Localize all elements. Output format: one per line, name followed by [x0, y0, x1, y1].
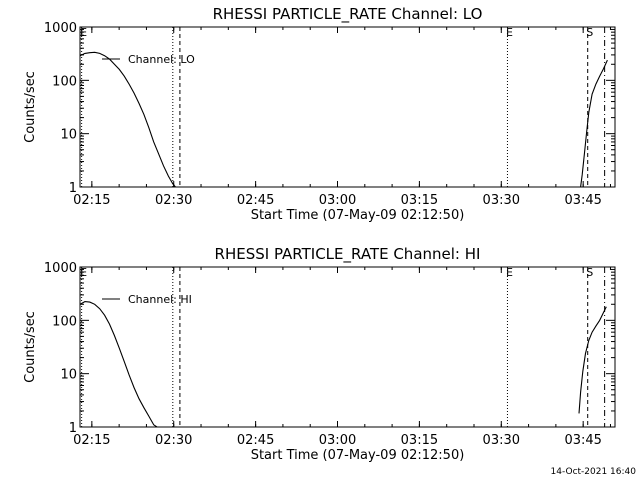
panel-hi: RHESSI PARTICLE_RATE Channel: HI 02:15 02:… [23, 245, 616, 463]
marker-label-lo: E [506, 26, 513, 39]
x-tick-label-lo: 03:30 [483, 193, 520, 208]
y-tick-label-lo: 1000 [44, 21, 77, 36]
x-axis-label-hi: Start Time (07-May-09 02:12:50) [251, 448, 465, 463]
marker-label-lo: E [80, 26, 87, 39]
marker-label-hi: E [506, 266, 513, 279]
chart-title-hi: RHESSI PARTICLE_RATE Channel: HI [215, 245, 481, 264]
legend-label-lo: Channel: LO [128, 53, 195, 66]
series-line-lo [580, 59, 608, 188]
marker-label-hi: S [586, 266, 593, 279]
y-axis-label-lo: Counts/sec [23, 71, 38, 143]
legend-label-hi: Channel: HI [128, 293, 192, 306]
y-axis-label-hi: Counts/sec [23, 311, 38, 383]
chart-title-lo: RHESSI PARTICLE_RATE Channel: LO [213, 5, 483, 24]
x-tick-label-hi: 03:45 [564, 433, 601, 448]
x-tick-label-lo: 03:45 [564, 193, 601, 208]
plot-frame-hi [79, 266, 616, 428]
x-axis-label-lo: Start Time (07-May-09 02:12:50) [251, 208, 465, 223]
series-line-lo [79, 51, 176, 188]
x-tick-label-lo: 02:15 [73, 193, 110, 208]
series-line-hi [79, 301, 158, 428]
x-tick-label-lo: 02:45 [237, 193, 274, 208]
plot-frame-lo [79, 26, 616, 188]
panel-lo: RHESSI PARTICLE_RATE Channel: LO 02:15 02:… [23, 5, 616, 223]
x-tick-label-hi: 03:00 [319, 433, 356, 448]
x-tick-label-lo: 03:15 [401, 193, 438, 208]
x-tick-label-hi: 03:30 [483, 433, 520, 448]
x-tick-label-lo: 02:30 [155, 193, 192, 208]
x-tick-label-hi: 03:15 [401, 433, 438, 448]
y-tick-label-lo: 100 [52, 74, 77, 89]
y-tick-label-lo: 10 [60, 128, 77, 143]
y-tick-label-hi: 10 [60, 368, 77, 383]
footer-timestamp: 14-Oct-2021 16:40 [551, 467, 637, 477]
x-tick-label-hi: 02:30 [155, 433, 192, 448]
y-tick-label-hi: 100 [52, 314, 77, 329]
series-line-hi [578, 306, 607, 414]
marker-label-hi: E [80, 266, 87, 279]
y-tick-label-hi: 1 [69, 421, 77, 436]
x-tick-label-hi: 02:45 [237, 433, 274, 448]
y-tick-label-lo: 1 [69, 181, 77, 196]
x-tick-label-lo: 03:00 [319, 193, 356, 208]
x-tick-label-hi: 02:15 [73, 433, 110, 448]
marker-label-lo: S [586, 26, 593, 39]
y-tick-label-hi: 1000 [44, 261, 77, 276]
